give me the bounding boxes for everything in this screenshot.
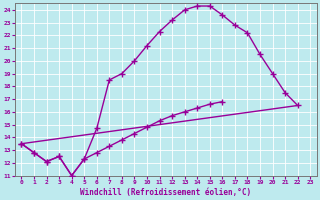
X-axis label: Windchill (Refroidissement éolien,°C): Windchill (Refroidissement éolien,°C) (80, 188, 252, 197)
